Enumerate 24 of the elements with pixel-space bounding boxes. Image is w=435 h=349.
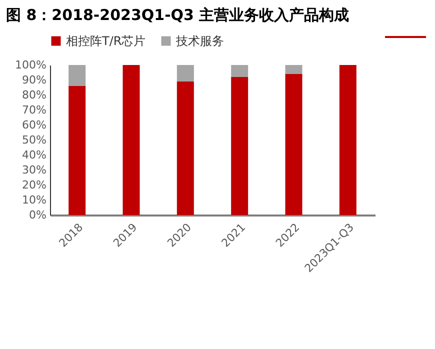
y-tick-label: 90%: [22, 74, 46, 86]
y-tick-label: 100%: [15, 58, 46, 72]
y-tick-label: 0%: [29, 208, 46, 222]
bar: [231, 65, 248, 77]
y-tick-label: 60%: [22, 118, 46, 132]
chart-title: 图 8：2018-2023Q1-Q3 主营业务收入产品构成: [6, 6, 350, 24]
y-tick-label: 20%: [22, 178, 46, 192]
bar: [285, 74, 302, 215]
bar: [231, 77, 248, 215]
bar: [68, 86, 86, 215]
legend-label: 相控阵T/R芯片: [66, 34, 146, 48]
bar: [285, 65, 302, 74]
y-tick-label: 40%: [22, 148, 46, 162]
legend-label: 技术服务: [175, 34, 224, 48]
y-tick-label: 10%: [22, 194, 46, 206]
y-tick-label: 80%: [22, 88, 46, 102]
bar: [68, 65, 86, 86]
bar: [176, 82, 194, 215]
y-tick-label: 50%: [22, 134, 46, 146]
bar: [339, 65, 356, 215]
bar: [176, 65, 194, 82]
y-tick-label: 30%: [22, 164, 46, 176]
y-tick-label: 70%: [22, 104, 46, 116]
bar: [122, 65, 140, 215]
